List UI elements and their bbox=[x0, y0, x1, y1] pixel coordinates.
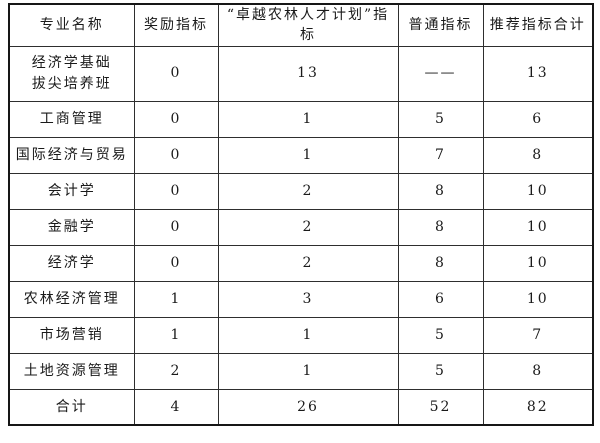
cell-program-quota: 2 bbox=[217, 172, 399, 210]
cell-reward-quota: 0 bbox=[133, 244, 219, 282]
cell-reward-quota: 0 bbox=[133, 100, 219, 138]
cell-total-quota: 7 bbox=[482, 316, 594, 354]
cell-ordinary-quota: —— bbox=[397, 45, 484, 102]
cell-program-quota: 1 bbox=[217, 100, 399, 138]
cell-major-name: 合计 bbox=[8, 388, 135, 426]
cell-total-quota: 82 bbox=[482, 388, 594, 426]
cell-program-quota: 2 bbox=[217, 244, 399, 282]
table-row: 农林经济管理 1 3 6 10 bbox=[8, 280, 594, 318]
cell-program-quota: 26 bbox=[217, 388, 399, 426]
table-row: 市场营销 1 1 5 7 bbox=[8, 316, 594, 354]
header-ordinary-quota: 普通指标 bbox=[397, 3, 484, 47]
cell-reward-quota: 0 bbox=[133, 208, 219, 246]
cell-total-quota: 10 bbox=[482, 172, 594, 210]
cell-ordinary-quota: 5 bbox=[397, 352, 484, 390]
cell-major-name: 市场营销 bbox=[8, 316, 135, 354]
major-name-line-2: 拔尖培养班 bbox=[31, 75, 112, 92]
header-major-name: 专业名称 bbox=[8, 3, 135, 47]
table-row: 经济学 0 2 8 10 bbox=[8, 244, 594, 282]
cell-ordinary-quota: 6 bbox=[397, 280, 484, 318]
header-reward-quota: 奖励指标 bbox=[133, 3, 219, 47]
cell-reward-quota: 1 bbox=[133, 280, 219, 318]
cell-total-quota: 10 bbox=[482, 280, 594, 318]
cell-major-name: 经济学 bbox=[8, 244, 135, 282]
cell-major-name: 土地资源管理 bbox=[8, 352, 135, 390]
table-row: 土地资源管理 2 1 5 8 bbox=[8, 352, 594, 390]
cell-major-name: 工商管理 bbox=[8, 100, 135, 138]
cell-ordinary-quota: 8 bbox=[397, 244, 484, 282]
cell-reward-quota: 1 bbox=[133, 316, 219, 354]
major-name-line-1: 经济学基础 bbox=[31, 55, 112, 72]
cell-major-name: 会计学 bbox=[8, 172, 135, 210]
header-total-quota: 推荐指标合计 bbox=[482, 3, 594, 47]
cell-ordinary-quota: 5 bbox=[397, 100, 484, 138]
cell-reward-quota: 4 bbox=[133, 388, 219, 426]
header-program-quota: “卓越农林人才计划”指标 bbox=[217, 3, 399, 47]
table-row: 工商管理 0 1 5 6 bbox=[8, 100, 594, 138]
cell-reward-quota: 0 bbox=[133, 136, 219, 174]
cell-reward-quota: 0 bbox=[133, 45, 219, 102]
cell-major-name: 农林经济管理 bbox=[8, 280, 135, 318]
cell-major-name: 经济学基础 拔尖培养班 bbox=[8, 45, 135, 102]
total-row: 合计 4 26 52 82 bbox=[8, 388, 594, 426]
cell-ordinary-quota: 7 bbox=[397, 136, 484, 174]
cell-major-name: 国际经济与贸易 bbox=[8, 136, 135, 174]
cell-major-name: 金融学 bbox=[8, 208, 135, 246]
cell-total-quota: 10 bbox=[482, 244, 594, 282]
cell-program-quota: 1 bbox=[217, 136, 399, 174]
header-row: 专业名称 奖励指标 “卓越农林人才计划”指标 普通指标 推荐指标合计 bbox=[8, 3, 594, 47]
cell-reward-quota: 0 bbox=[133, 172, 219, 210]
cell-program-quota: 3 bbox=[217, 280, 399, 318]
table-row: 金融学 0 2 8 10 bbox=[8, 208, 594, 246]
quota-table: 专业名称 奖励指标 “卓越农林人才计划”指标 普通指标 推荐指标合计 经济学基础… bbox=[8, 3, 594, 427]
cell-total-quota: 6 bbox=[482, 100, 594, 138]
cell-reward-quota: 2 bbox=[133, 352, 219, 390]
cell-program-quota: 1 bbox=[217, 352, 399, 390]
table-row: 经济学基础 拔尖培养班 0 13 —— 13 bbox=[8, 45, 594, 102]
cell-total-quota: 8 bbox=[482, 136, 594, 174]
cell-total-quota: 10 bbox=[482, 208, 594, 246]
table-row: 国际经济与贸易 0 1 7 8 bbox=[8, 136, 594, 174]
cell-program-quota: 13 bbox=[217, 45, 399, 102]
cell-program-quota: 1 bbox=[217, 316, 399, 354]
cell-ordinary-quota: 5 bbox=[397, 316, 484, 354]
cell-ordinary-quota: 52 bbox=[397, 388, 484, 426]
cell-total-quota: 8 bbox=[482, 352, 594, 390]
table-row: 会计学 0 2 8 10 bbox=[8, 172, 594, 210]
cell-total-quota: 13 bbox=[482, 45, 594, 102]
cell-ordinary-quota: 8 bbox=[397, 208, 484, 246]
cell-ordinary-quota: 8 bbox=[397, 172, 484, 210]
cell-program-quota: 2 bbox=[217, 208, 399, 246]
